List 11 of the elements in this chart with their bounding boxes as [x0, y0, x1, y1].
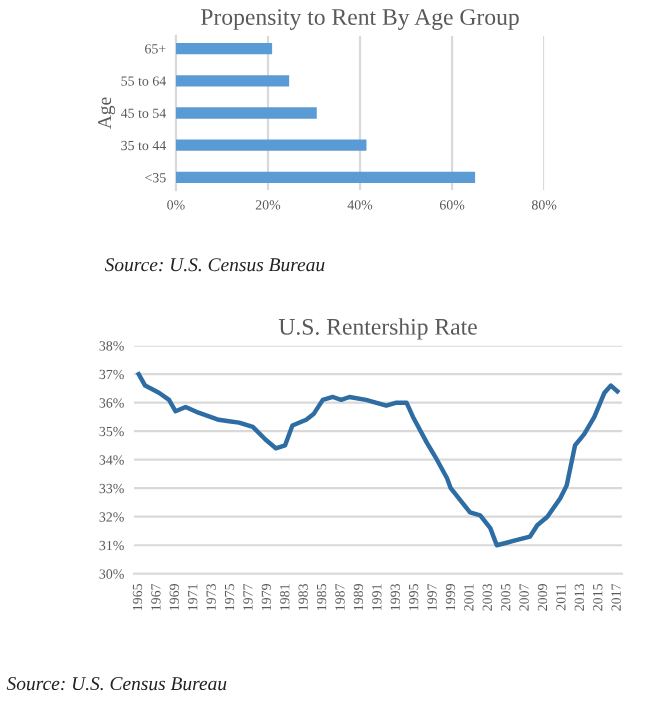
line-series [136, 371, 620, 548]
bar [175, 139, 367, 151]
source-note: Source: U.S. Census Bureau [6, 677, 227, 691]
bar [175, 42, 273, 55]
chart-title: Propensity to Rent By Age Group [201, 9, 519, 30]
y-axis-title: Age [98, 97, 116, 129]
bar [175, 171, 476, 184]
bar [175, 75, 290, 87]
source-note: Source: U.S. Census Bureau [104, 258, 325, 272]
bar [175, 107, 317, 119]
chart-title: U.S. Rentership Rate [278, 318, 477, 340]
